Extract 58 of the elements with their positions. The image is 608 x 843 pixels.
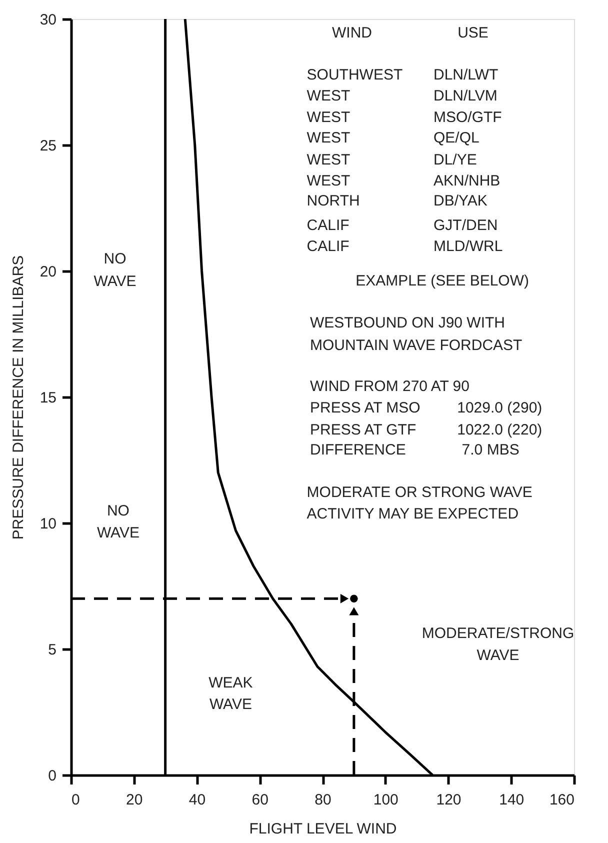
annotation: MSO/GTF [434, 108, 502, 126]
y-tick-label: 15 [40, 390, 56, 406]
x-tick-label: 140 [499, 792, 524, 808]
annotation: DB/YAK [434, 192, 488, 210]
annotation: WESTBOUND ON J90 WITH [310, 314, 506, 332]
annotation: DLN/LVM [434, 88, 498, 105]
annotation: MLD/WRL [434, 238, 503, 255]
annotation: USE [458, 24, 488, 42]
x-tick-label: 60 [252, 792, 268, 808]
annotation: WEST [306, 108, 350, 126]
annotation: SOUTHWEST [306, 66, 403, 84]
annotation: WAVE [94, 272, 136, 290]
y-axis-title: PRESSURE DIFFERENCE IN MILLIBARS [10, 255, 27, 540]
annotation: WAVE [96, 524, 140, 542]
y-tick-label: 20 [40, 264, 56, 280]
annotation: MODERATE OR STRONG WAVE [306, 484, 532, 501]
annotation: MOUNTAIN WAVE FORDCAST [310, 337, 522, 354]
y-tick-label: 10 [40, 516, 56, 532]
annotation: WEST [306, 130, 350, 147]
annotation: WEST [306, 152, 350, 169]
annotation: WAVE [476, 646, 520, 664]
annotation: WEST [306, 88, 350, 105]
annotation: WEAK [208, 674, 253, 692]
annotation: DIFFERENCE [310, 442, 406, 459]
x-tick-label: 100 [373, 792, 398, 808]
annotation: AKN/NHB [434, 172, 500, 190]
annotation: CALIF [306, 238, 350, 255]
annotation: QE/QL [434, 130, 480, 147]
x-tick-label: 20 [126, 792, 143, 808]
annotation: WIND [332, 24, 372, 42]
y-tick-label: 0 [48, 768, 56, 784]
annotation: 1029.0 (290) [457, 400, 542, 417]
y-tick-label: 30 [40, 12, 56, 28]
annotation: WEST [306, 172, 350, 190]
x-tick-label: 80 [314, 792, 332, 808]
annotation: PRESS AT GTF [310, 422, 416, 438]
y-tick-label: 25 [40, 138, 56, 154]
x-tick-label: 40 [188, 792, 206, 808]
annotation: WIND FROM 270 AT 90 [310, 378, 470, 395]
annotation: DL/YE [434, 152, 477, 169]
x-tick-label: 120 [436, 792, 462, 808]
y-tick-label: 5 [48, 642, 56, 658]
annotation: ACTIVITY MAY BE EXPECTED [306, 505, 519, 522]
annotation: EXAMPLE (SEE BELOW) [356, 272, 529, 290]
x-axis-title: FLIGHT LEVEL WIND [249, 820, 397, 838]
annotation: GJT/DEN [434, 216, 498, 234]
annotation: DLN/LWT [434, 66, 498, 84]
annotation: 7.0 MBS [462, 442, 520, 459]
annotation: NORTH [306, 192, 360, 210]
annotation: NO [106, 502, 130, 520]
annotation: 1022.0 (220) [457, 422, 542, 438]
annotation: MODERATE/STRONG [422, 625, 574, 642]
annotation: PRESS AT MSO [310, 400, 420, 417]
x-tick-label: 160 [549, 792, 574, 808]
annotation: NO [104, 250, 126, 268]
x-tick-label: 0 [72, 792, 80, 808]
annotation: CALIF [306, 216, 350, 234]
annotation: WAVE [209, 696, 252, 714]
